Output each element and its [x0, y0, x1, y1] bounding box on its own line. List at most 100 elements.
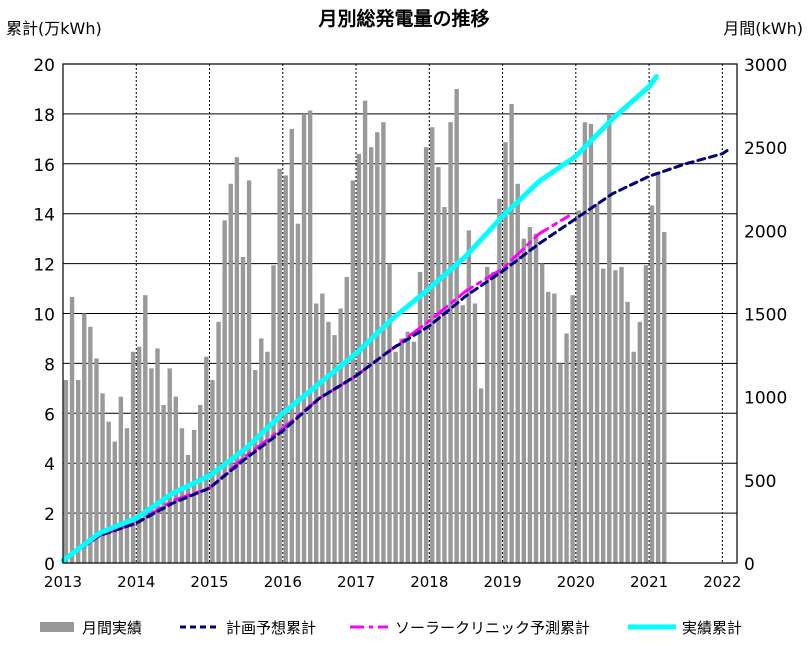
monthly-bar [344, 276, 349, 563]
legend-swatch-monthly [40, 622, 74, 632]
monthly-bar [82, 313, 87, 563]
monthly-bar [350, 180, 356, 563]
monthly-bar [136, 346, 142, 563]
monthly-bar [368, 147, 374, 563]
monthly-bar [295, 223, 301, 563]
left-tick-label: 4 [44, 455, 55, 475]
monthly-bar [600, 268, 606, 563]
monthly-bar [552, 293, 557, 563]
monthly-bar [118, 396, 124, 563]
monthly-bar [271, 265, 276, 563]
monthly-bar [582, 122, 588, 563]
monthly-bar [167, 368, 172, 563]
chart-title: 月別総発電量の推移 [317, 7, 489, 30]
monthly-bar [558, 363, 563, 563]
monthly-bar [521, 238, 527, 563]
monthly-bar [94, 358, 99, 563]
right-tick-label: 2000 [744, 222, 787, 242]
x-tick-label: 2020 [557, 573, 595, 591]
monthly-bar [387, 263, 392, 563]
left-tick-label: 18 [33, 106, 55, 126]
right-tick-label: 500 [744, 472, 776, 492]
monthly-bar [191, 429, 197, 563]
monthly-bar [381, 122, 386, 563]
monthly-bar [356, 153, 362, 563]
monthly-bar [533, 233, 539, 563]
monthly-bar [631, 351, 636, 563]
monthly-bar [75, 380, 81, 563]
x-tick-label: 2018 [410, 573, 448, 591]
left-tick-label: 10 [33, 306, 55, 326]
monthly-bar [326, 321, 331, 563]
right-tick-label: 1500 [744, 306, 787, 326]
monthly-bar [484, 266, 490, 563]
monthly-bar [301, 113, 307, 564]
monthly-bar [643, 265, 649, 563]
x-tick-label: 2021 [630, 573, 668, 591]
x-tick-label: 2016 [264, 573, 302, 591]
monthly-bar [393, 351, 398, 563]
plan-cumulative-line [61, 147, 732, 562]
monthly-bar [63, 380, 69, 563]
x-tick-label: 2013 [44, 573, 82, 591]
monthly-bar [637, 321, 643, 563]
monthly-bar [417, 271, 423, 563]
monthly-bar [307, 110, 313, 563]
left-tick-label: 8 [44, 355, 55, 375]
monthly-bar [619, 266, 624, 563]
monthly-bar [423, 147, 429, 563]
monthly-bar [460, 305, 465, 563]
left-tick-label: 12 [33, 256, 55, 276]
monthly-bar [283, 175, 288, 563]
monthly-bar [472, 303, 478, 563]
monthly-bar [100, 393, 105, 563]
monthly-bar [662, 231, 667, 563]
monthly-bar [405, 331, 411, 563]
axes [62, 63, 738, 564]
monthly-bar [130, 351, 136, 563]
monthly-bar [216, 321, 221, 563]
legend: 月間実績 計画予想累計 ソーラークリニック予測累計 実績累計 [40, 619, 742, 637]
monthly-bar [124, 428, 130, 563]
legend-label-monthly: 月間実績 [82, 619, 142, 637]
left-axis-label: 累計(万kWh) [6, 19, 102, 38]
x-tick-label: 2019 [483, 573, 521, 591]
monthly-bars [63, 88, 667, 564]
legend-label-solar-clinic: ソーラークリニック予測累計 [395, 619, 590, 637]
monthly-bar [161, 404, 166, 563]
monthly-bar [332, 335, 337, 563]
monthly-bar [466, 230, 472, 564]
left-tick-label: 6 [44, 405, 55, 425]
monthly-bar [454, 88, 459, 563]
left-tick-label: 16 [33, 156, 55, 176]
x-tick-label: 2015 [190, 573, 228, 591]
left-tick-label: 0 [44, 555, 55, 575]
monthly-bar [252, 370, 258, 563]
monthly-bar [222, 220, 227, 563]
legend-label-plan: 計画予想累計 [226, 619, 316, 637]
monthly-bar [503, 142, 508, 563]
right-axis-ticks: 0 500 1000 1500 2000 2500 3000 [744, 56, 787, 575]
monthly-bar [497, 198, 502, 564]
monthly-bar [649, 205, 655, 563]
monthly-bar [234, 157, 240, 563]
left-tick-label: 20 [33, 56, 55, 76]
monthly-bar [509, 103, 514, 564]
monthly-bar [546, 291, 551, 563]
monthly-bar [240, 256, 246, 563]
x-tick-label: 2022 [703, 573, 741, 591]
plot-frame [62, 63, 738, 564]
monthly-bar [69, 296, 75, 563]
monthly-bar [594, 203, 600, 563]
left-tick-label: 2 [44, 505, 55, 525]
monthly-bar [259, 338, 264, 563]
monthly-bar [375, 132, 380, 564]
monthly-bar [289, 128, 295, 563]
right-tick-label: 3000 [744, 56, 787, 76]
left-axis-ticks: 0 2 4 6 8 10 12 14 16 18 20 [33, 56, 55, 575]
monthly-bar [430, 127, 435, 563]
monthly-bar [246, 180, 252, 563]
monthly-bar [607, 113, 612, 564]
monthly-bar [185, 454, 191, 563]
